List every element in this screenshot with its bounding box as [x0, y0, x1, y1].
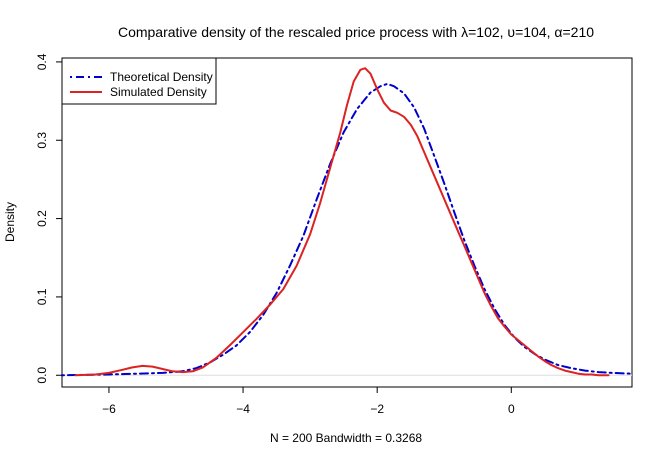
- chart-title: Comparative density of the rescaled pric…: [118, 24, 594, 40]
- legend-label-simulated: Simulated Density: [110, 85, 207, 99]
- x-axis-label: N = 200 Bandwidth = 0.3268: [270, 431, 422, 445]
- plot-area: [61, 57, 633, 388]
- series-layer: [61, 67, 633, 377]
- x-tick-label: −6: [102, 402, 116, 416]
- y-tick-label: 0.0: [35, 367, 49, 384]
- legend-label-theoretical: Theoretical Density: [110, 70, 213, 84]
- series-line-theoretical: [61, 82, 633, 377]
- x-tick-label: 0: [508, 402, 515, 416]
- legend: Theoretical Density Simulated Density: [61, 57, 217, 105]
- legend-box: [61, 57, 217, 105]
- y-tick-label: 0.4: [35, 53, 49, 70]
- x-tick-label: −4: [236, 402, 250, 416]
- y-tick-label: 0.1: [35, 288, 49, 305]
- plot-frame: [61, 57, 633, 388]
- y-axis-label: Density: [3, 202, 17, 242]
- y-tick-label: 0.2: [35, 210, 49, 227]
- series-line-simulated: [74, 67, 610, 377]
- x-axis: −6 −4 −2 0: [102, 387, 515, 416]
- x-tick-label: −2: [370, 402, 384, 416]
- y-axis: 0.0 0.1 0.2 0.3 0.4: [35, 53, 62, 384]
- y-tick-label: 0.3: [35, 132, 49, 149]
